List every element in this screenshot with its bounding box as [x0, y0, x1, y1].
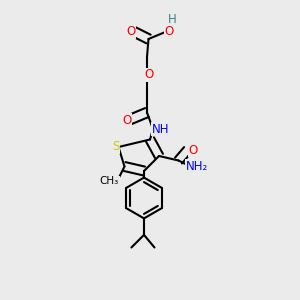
- Text: NH: NH: [152, 122, 169, 136]
- Text: O: O: [188, 143, 197, 157]
- Text: O: O: [145, 68, 154, 82]
- Text: O: O: [127, 25, 136, 38]
- Text: S: S: [112, 140, 119, 154]
- Text: O: O: [122, 113, 131, 127]
- Text: H: H: [168, 13, 177, 26]
- Text: CH₃: CH₃: [100, 176, 119, 187]
- Text: NH₂: NH₂: [186, 160, 208, 173]
- Text: O: O: [164, 25, 173, 38]
